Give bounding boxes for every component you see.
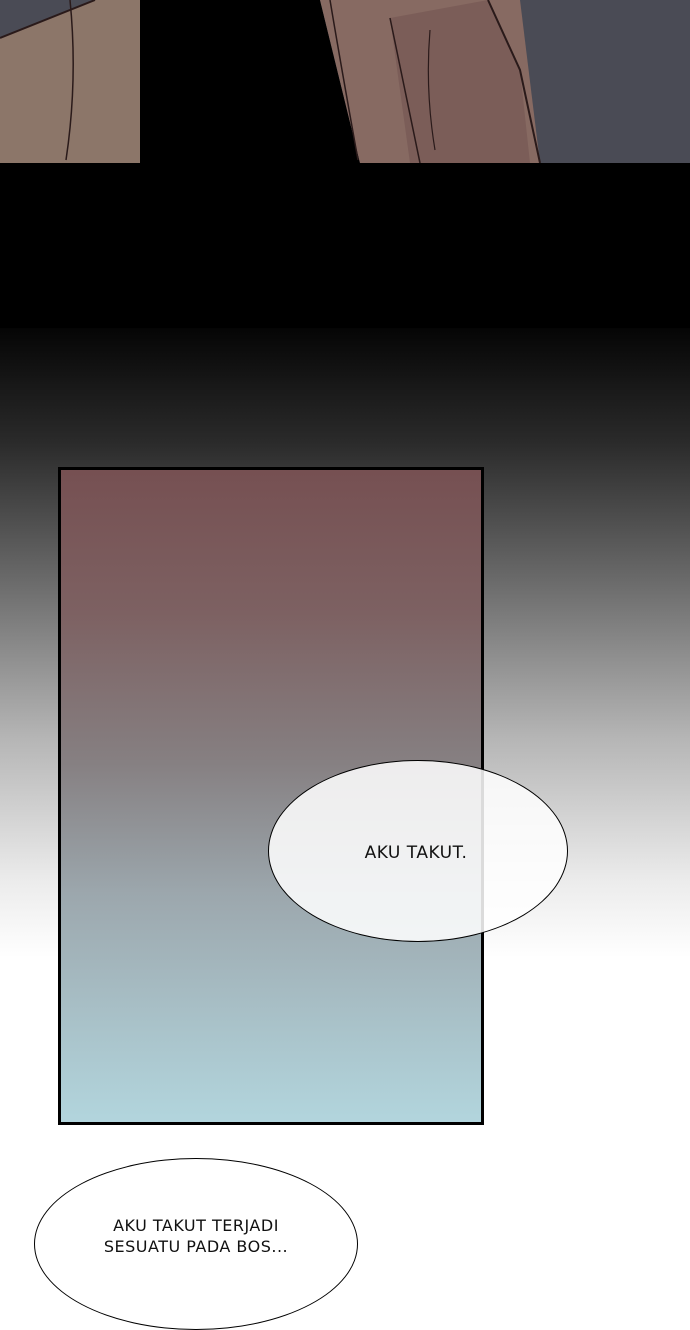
speech-bubble-2: AKU TAKUT TERJADI SESUATU PADA BOS...	[34, 1158, 358, 1330]
speech-bubble-2-text: AKU TAKUT TERJADI SESUATU PADA BOS...	[104, 1215, 288, 1257]
black-band	[0, 163, 690, 328]
speech-bubble-1-text: AKU TAKUT.	[364, 843, 468, 863]
speech-bubble-2-line-1: AKU TAKUT TERJADI	[113, 1216, 279, 1235]
speech-bubble-2-line-2: SESUATU PADA BOS...	[103, 1237, 289, 1256]
coat-illustration	[0, 0, 690, 163]
speech-bubble-1: AKU TAKUT.	[268, 760, 568, 942]
top-panel-artwork	[0, 0, 690, 163]
